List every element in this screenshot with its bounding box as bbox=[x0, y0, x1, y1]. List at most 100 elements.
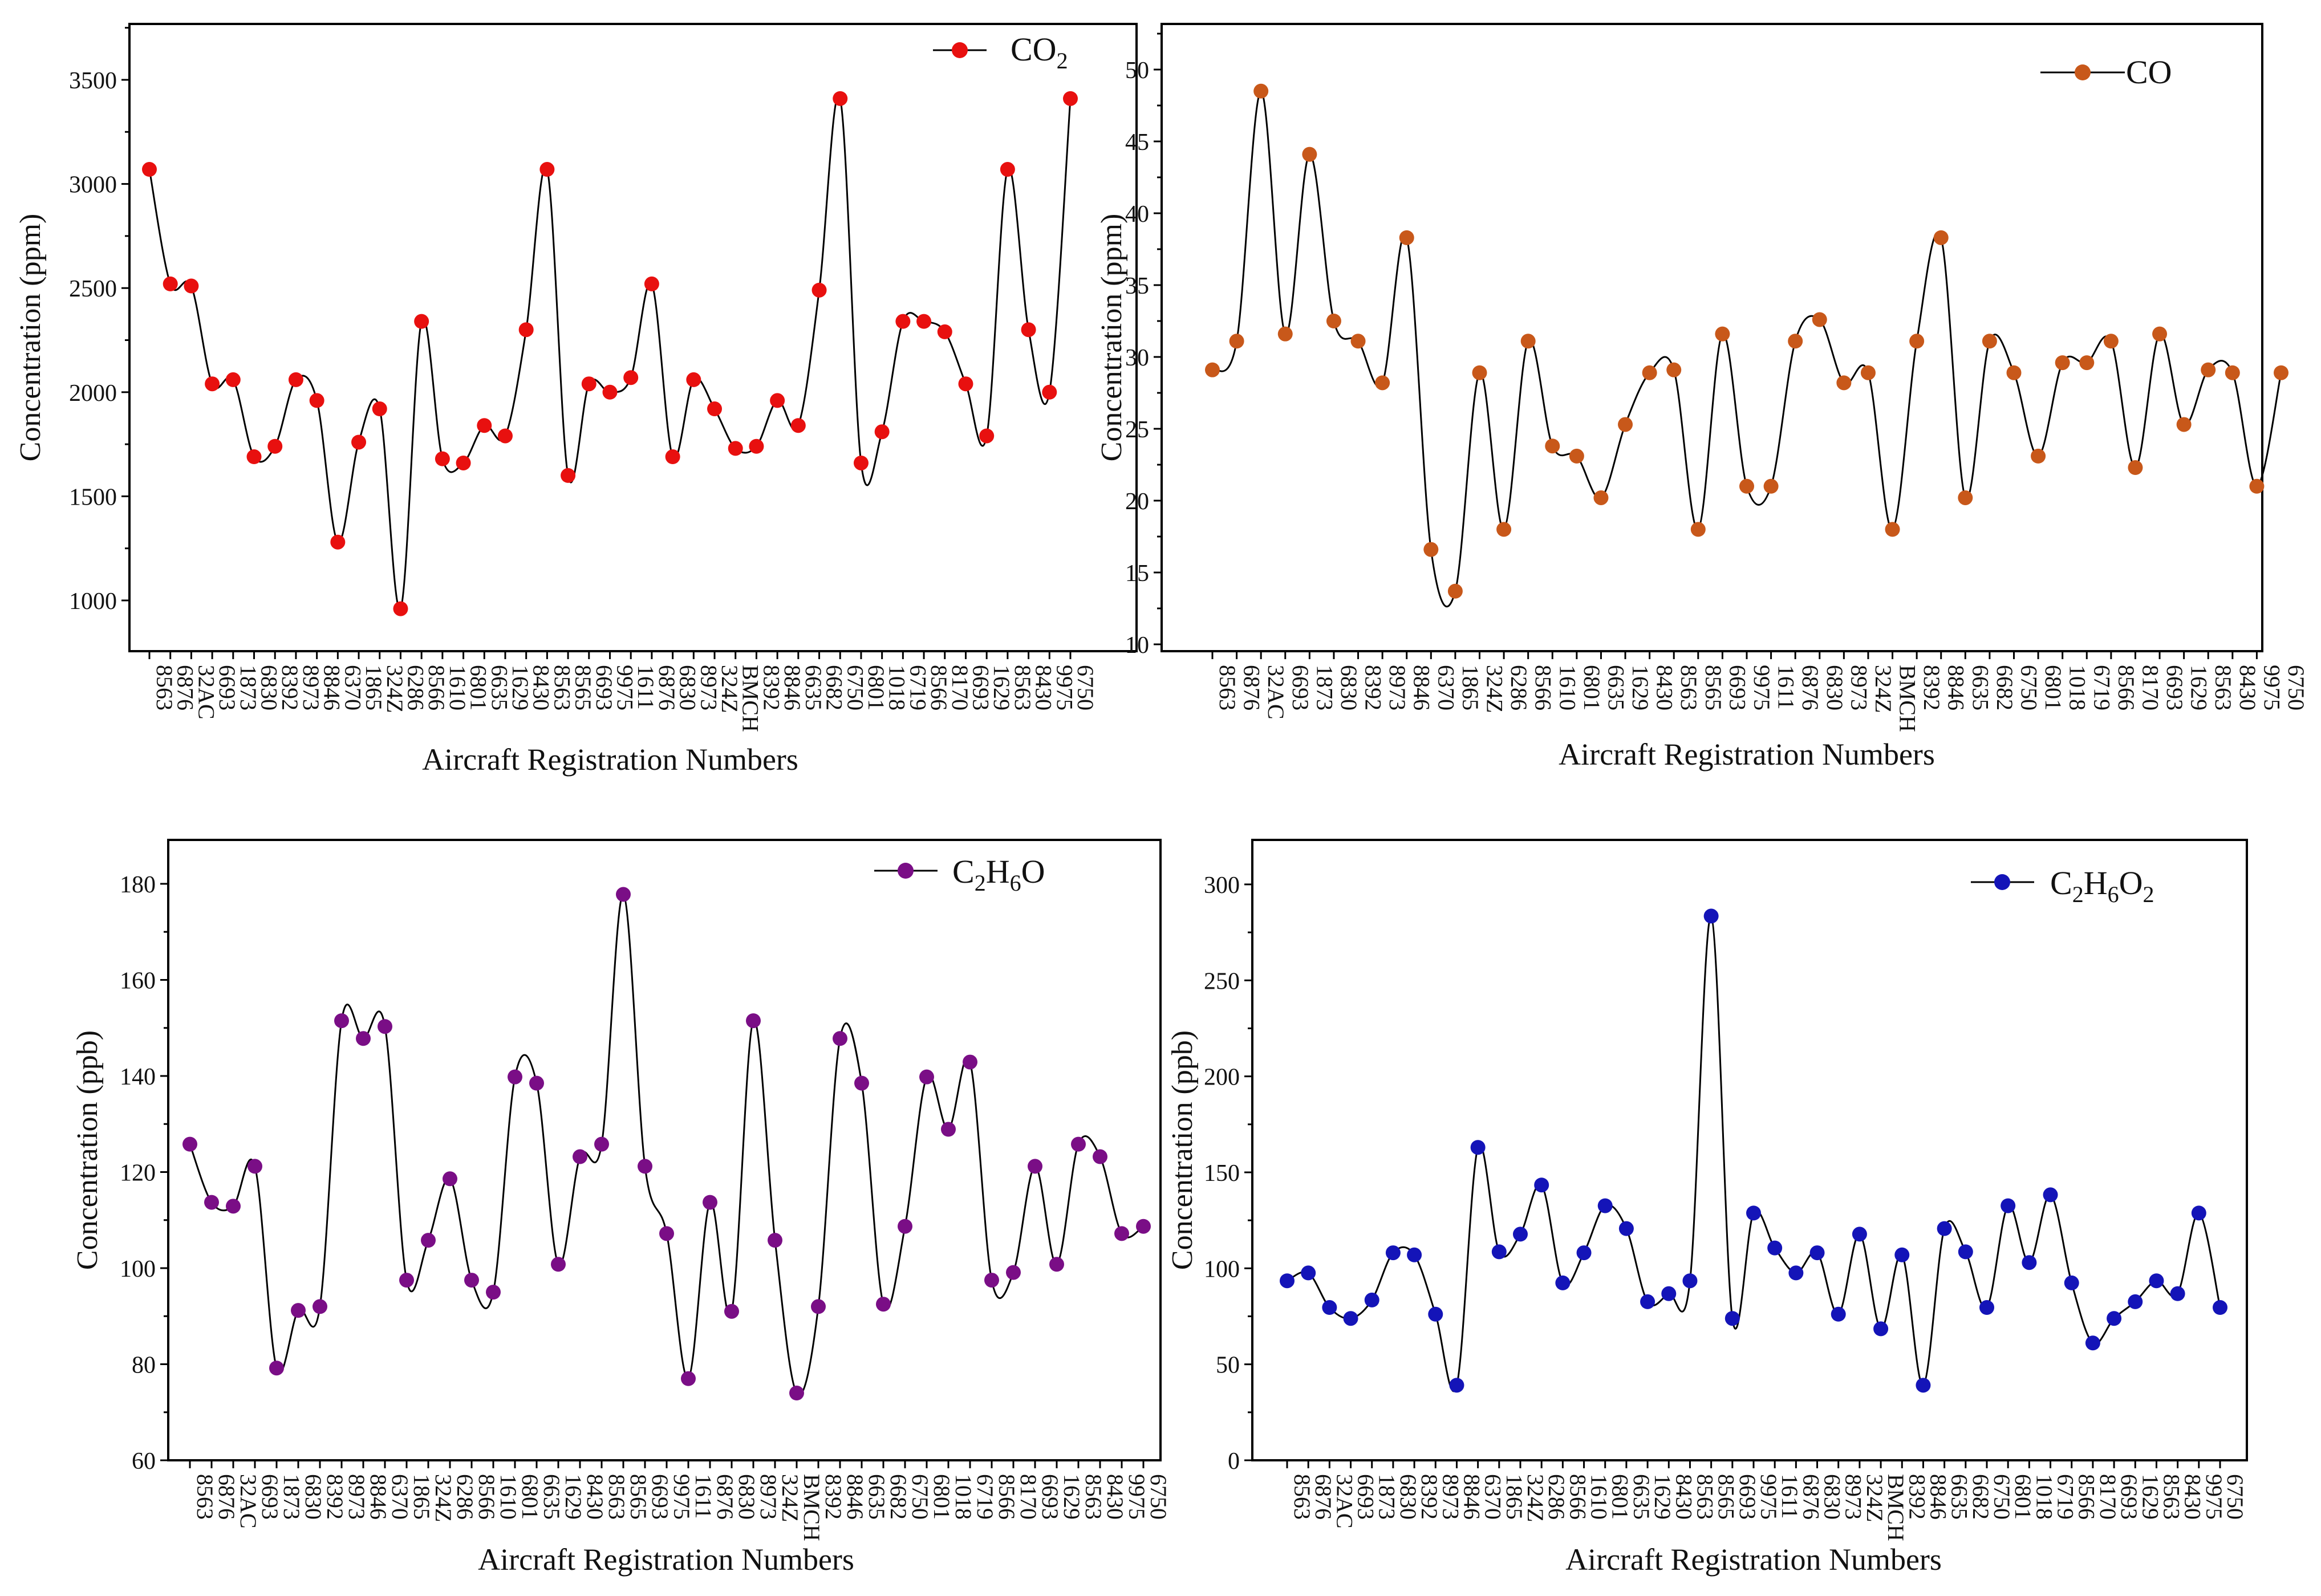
data-point bbox=[1491, 1244, 1507, 1260]
y-axis-label: Concentration (ppm) bbox=[14, 214, 47, 462]
x-tick-label: 8430 bbox=[1671, 1474, 1697, 1520]
x-tick-label: 324Z bbox=[777, 1474, 803, 1522]
x-tick-label: 8973 bbox=[1438, 1474, 1463, 1520]
data-point bbox=[1555, 1275, 1571, 1290]
y-tick-label: 80 bbox=[132, 1353, 156, 1379]
x-axis-label: Aircraft Registration Numbers bbox=[1565, 1542, 1942, 1577]
data-point bbox=[681, 1371, 696, 1386]
y-tick-label: 50 bbox=[1216, 1353, 1240, 1379]
data-point bbox=[269, 1361, 284, 1376]
x-tick-label: 8846 bbox=[319, 665, 345, 710]
y-tick-label: 100 bbox=[1204, 1256, 1240, 1282]
data-point bbox=[351, 434, 367, 450]
data-point bbox=[1894, 1247, 1910, 1262]
x-tick-label: 8392 bbox=[1919, 665, 1945, 710]
data-point bbox=[1873, 1321, 1889, 1337]
x-tick-label: 1629 bbox=[2186, 665, 2212, 710]
data-point bbox=[1690, 522, 1706, 537]
data-point bbox=[518, 322, 534, 338]
data-point bbox=[182, 1136, 197, 1152]
data-point bbox=[1916, 1378, 1931, 1393]
data-point bbox=[142, 162, 157, 177]
data-point bbox=[2149, 1273, 2164, 1289]
data-point bbox=[356, 1031, 371, 1046]
x-tick-label: 32AC bbox=[1332, 1474, 1357, 1529]
x-tick-label: 1629 bbox=[989, 665, 1015, 710]
data-point bbox=[225, 372, 241, 387]
legend: C2H6O bbox=[874, 853, 1045, 896]
data-point bbox=[895, 314, 911, 329]
x-tick-label: 324Z bbox=[1870, 665, 1896, 713]
data-point bbox=[1350, 334, 1366, 349]
data-point bbox=[1277, 326, 1293, 342]
data-point bbox=[2274, 365, 2288, 380]
data-point bbox=[330, 534, 346, 550]
x-tick-label: 8566 bbox=[2074, 1474, 2100, 1520]
data-point bbox=[372, 401, 387, 417]
x-tick-label: 6750 bbox=[1989, 1474, 2015, 1520]
x-tick-label: 8563 bbox=[1692, 1474, 1718, 1520]
x-tick-label: 6830 bbox=[301, 1474, 326, 1520]
y-tick-label: 1500 bbox=[69, 484, 117, 510]
data-point bbox=[508, 1069, 522, 1085]
data-point bbox=[1042, 384, 1057, 400]
x-tick-label: 6801 bbox=[1579, 665, 1605, 710]
y-tick-label: 150 bbox=[1204, 1160, 1240, 1187]
data-point bbox=[2128, 1294, 2143, 1309]
data-point bbox=[1979, 1300, 1994, 1315]
data-points bbox=[182, 887, 1151, 1401]
y-tick-label: 2500 bbox=[69, 276, 117, 302]
data-point bbox=[2031, 448, 2046, 464]
y-tick-label: 140 bbox=[120, 1064, 156, 1090]
data-point bbox=[1322, 1300, 1337, 1315]
x-tick-label: 1629 bbox=[561, 1474, 586, 1520]
data-point bbox=[1763, 478, 1779, 494]
legend-marker bbox=[2075, 64, 2091, 80]
data-point bbox=[1407, 1247, 1422, 1262]
x-tick-label: 6635 bbox=[486, 665, 512, 710]
x-tick-label: 1610 bbox=[1586, 1474, 1612, 1520]
data-point bbox=[1205, 362, 1220, 377]
data-point bbox=[937, 324, 952, 339]
x-tick-label: 6693 bbox=[968, 665, 993, 710]
data-point bbox=[1470, 1140, 1486, 1155]
x-tick-label: 6693 bbox=[647, 1474, 673, 1520]
y-tick-label: 35 bbox=[1125, 273, 1149, 299]
x-tick-label: 6693 bbox=[1353, 1474, 1379, 1520]
x-tick-label: 32AC bbox=[193, 665, 219, 720]
data-point bbox=[2213, 1300, 2227, 1315]
data-point bbox=[874, 424, 890, 440]
x-tick-label: 8973 bbox=[344, 1474, 370, 1520]
x-tick-label: 8973 bbox=[1385, 665, 1410, 710]
y-axis-label: Concentration (ppb) bbox=[1166, 1030, 1199, 1270]
x-tick-label: 6830 bbox=[1336, 665, 1362, 710]
data-point bbox=[1788, 334, 1803, 349]
x-tick-label: 1611 bbox=[1777, 1474, 1803, 1519]
plot-frame bbox=[128, 23, 1138, 652]
data-point bbox=[1063, 91, 1078, 106]
data-point bbox=[1364, 1292, 1379, 1307]
y-tick-label: 45 bbox=[1125, 129, 1149, 156]
data-point bbox=[1788, 1265, 1804, 1281]
x-tick-label: 8563 bbox=[1081, 1474, 1106, 1520]
x-tick-label: BMCH bbox=[799, 1474, 825, 1541]
x-tick-label: 6830 bbox=[1822, 665, 1848, 710]
y-tick-label: 1000 bbox=[69, 588, 117, 615]
data-point bbox=[602, 384, 618, 400]
x-tick-label: 8430 bbox=[1031, 665, 1057, 710]
data-point bbox=[1253, 83, 1269, 99]
legend: CO2 bbox=[933, 31, 1068, 74]
data-points bbox=[1280, 908, 2227, 1393]
x-tick-label: 6876 bbox=[1797, 665, 1823, 710]
x-tick-label: 1865 bbox=[409, 1474, 435, 1520]
y-tick-label: 200 bbox=[1204, 1065, 1240, 1091]
data-point bbox=[1909, 334, 1925, 349]
data-point bbox=[1071, 1136, 1086, 1152]
y-axis-label: Concentration (ppm) bbox=[1095, 214, 1128, 462]
x-tick-label: 6830 bbox=[734, 1474, 760, 1520]
data-point bbox=[1831, 1306, 1846, 1322]
x-tick-label: 6750 bbox=[842, 665, 868, 710]
data-point bbox=[486, 1285, 501, 1300]
